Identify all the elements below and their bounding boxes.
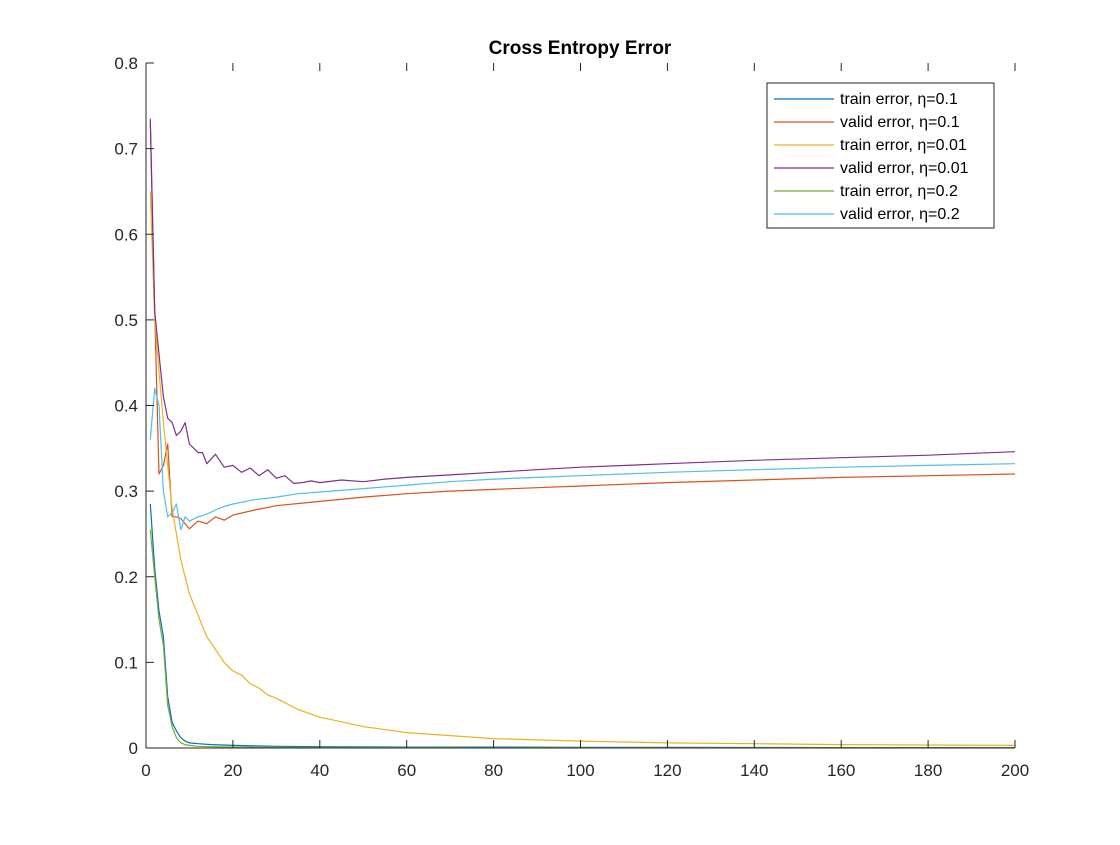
series-line-6 xyxy=(149,387,1016,531)
legend-box xyxy=(766,82,995,229)
plot-lines xyxy=(149,118,1016,749)
legend-items: train error, η=0.1 valid error, η=0.1 trai… xyxy=(774,91,969,223)
x-tick-label: 0 xyxy=(141,761,150,780)
chart-title: Cross Entropy Error xyxy=(489,38,672,59)
x-tick-label: 200 xyxy=(1001,761,1029,780)
x-tick-label: 60 xyxy=(397,761,416,780)
x-tick-label: 140 xyxy=(740,761,768,780)
legend-label-4: valid error, η=0.01 xyxy=(840,160,969,177)
x-tick-label: 40 xyxy=(310,761,329,780)
y-tick-label: 0.4 xyxy=(114,397,138,416)
y-tick-label: 0.8 xyxy=(114,54,138,73)
x-tick-label: 100 xyxy=(566,761,594,780)
x-ticks: 0 20 40 60 80 100 120 140 160 180 200 xyxy=(141,63,1029,780)
x-tick-label: 160 xyxy=(827,761,855,780)
y-tick-label: 0 xyxy=(129,739,138,758)
series-line-1 xyxy=(149,503,1015,749)
series-line-3 xyxy=(149,191,1016,747)
x-tick-label: 120 xyxy=(653,761,681,780)
y-tick-label: 0.5 xyxy=(114,311,138,330)
legend-label-3: train error, η=0.01 xyxy=(840,137,967,154)
series-line-4 xyxy=(149,118,1016,484)
series-line-5 xyxy=(149,529,1015,749)
legend-label-6: valid error, η=0.2 xyxy=(840,206,960,223)
x-tick-label: 80 xyxy=(484,761,503,780)
y-tick-label: 0.2 xyxy=(114,568,138,587)
y-tick-label: 0.7 xyxy=(114,140,138,159)
y-tick-label: 0.1 xyxy=(114,653,138,672)
y-ticks: 0 0.1 0.2 0.3 0.4 0.5 0.6 0.7 0.8 xyxy=(114,54,154,758)
legend-label-2: valid error, η=0.1 xyxy=(840,114,960,131)
x-tick-label: 20 xyxy=(223,761,242,780)
y-tick-label: 0.3 xyxy=(114,482,138,501)
x-tick-label: 180 xyxy=(914,761,942,780)
legend: train error, η=0.1 valid error, η=0.1 trai… xyxy=(766,82,995,229)
legend-label-1: train error, η=0.1 xyxy=(840,91,958,108)
y-tick-label: 0.6 xyxy=(114,225,138,244)
legend-label-5: train error, η=0.2 xyxy=(840,183,958,200)
